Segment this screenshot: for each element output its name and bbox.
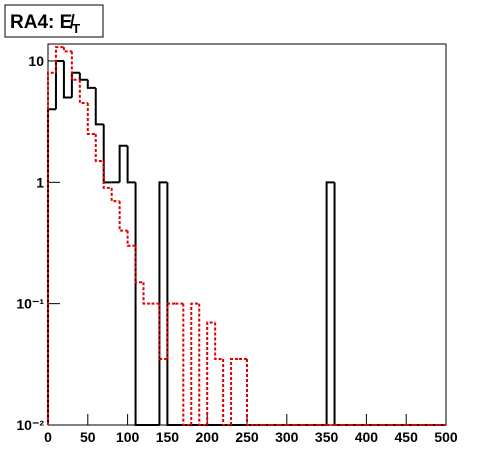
x-tick-label: 400 (355, 429, 379, 445)
histogram-bin (62, 60, 72, 99)
histogram-bin (86, 79, 96, 89)
x-tick-label: 200 (196, 429, 220, 445)
histogram-bin (134, 245, 144, 284)
x-tick-label: 100 (116, 429, 140, 445)
histogram-bin (206, 321, 216, 425)
histogram-bin (126, 145, 136, 184)
x-tick-label: 300 (275, 429, 299, 445)
histogram-bin (70, 51, 80, 81)
histogram-bin (182, 303, 192, 426)
histogram-bin (325, 181, 335, 425)
title-subscript: T (72, 21, 80, 36)
y-tick-label: 10⁻² (16, 417, 44, 433)
histogram-bin (47, 71, 56, 425)
histogram-bin (142, 282, 152, 305)
histogram-bin (94, 134, 104, 162)
histogram-bin (47, 108, 56, 425)
histogram-bin (230, 357, 240, 425)
histogram-bin (54, 46, 64, 73)
histogram-bin (158, 303, 168, 360)
histogram-bin (102, 124, 112, 184)
x-tick-label: 350 (315, 429, 339, 445)
x-tick-label: 450 (395, 429, 419, 445)
y-tick-label: 10 (28, 53, 44, 69)
histogram-bin (54, 59, 64, 110)
histogram-bin (166, 182, 176, 426)
histogram-bin (126, 230, 136, 247)
histogram-bin (222, 358, 232, 426)
histogram-bin (333, 182, 343, 426)
histogram-bin (62, 47, 72, 53)
histogram-bin (102, 160, 112, 189)
histogram-bin (214, 322, 224, 360)
histogram-bin (70, 71, 80, 98)
histogram-bin (78, 79, 88, 105)
histogram-bin (78, 72, 88, 81)
histogram-bin (158, 181, 168, 425)
histogram-bin (190, 302, 200, 425)
title-main: RA4: E̸ (10, 12, 75, 33)
x-tick-label: 500 (434, 429, 458, 445)
histogram-bin (118, 201, 128, 232)
histogram-bin (86, 103, 96, 136)
chart-title: RA4: E̸T (10, 12, 80, 36)
x-tick-label: 250 (235, 429, 259, 445)
plot-frame (47, 43, 447, 426)
histogram-bin (198, 303, 208, 426)
x-tick-label: 0 (44, 429, 52, 445)
histogram-bin (134, 182, 144, 426)
x-tick-label: 50 (80, 429, 96, 445)
title-box (4, 4, 104, 38)
histogram-bin (166, 302, 176, 359)
histogram-bin (118, 144, 128, 183)
histogram-bin (110, 187, 120, 203)
y-tick-label: 10⁻¹ (16, 296, 44, 312)
histogram-bin (94, 87, 104, 126)
y-tick-label: 1 (36, 174, 44, 190)
histogram-bin (246, 358, 255, 426)
x-tick-label: 150 (156, 429, 180, 445)
